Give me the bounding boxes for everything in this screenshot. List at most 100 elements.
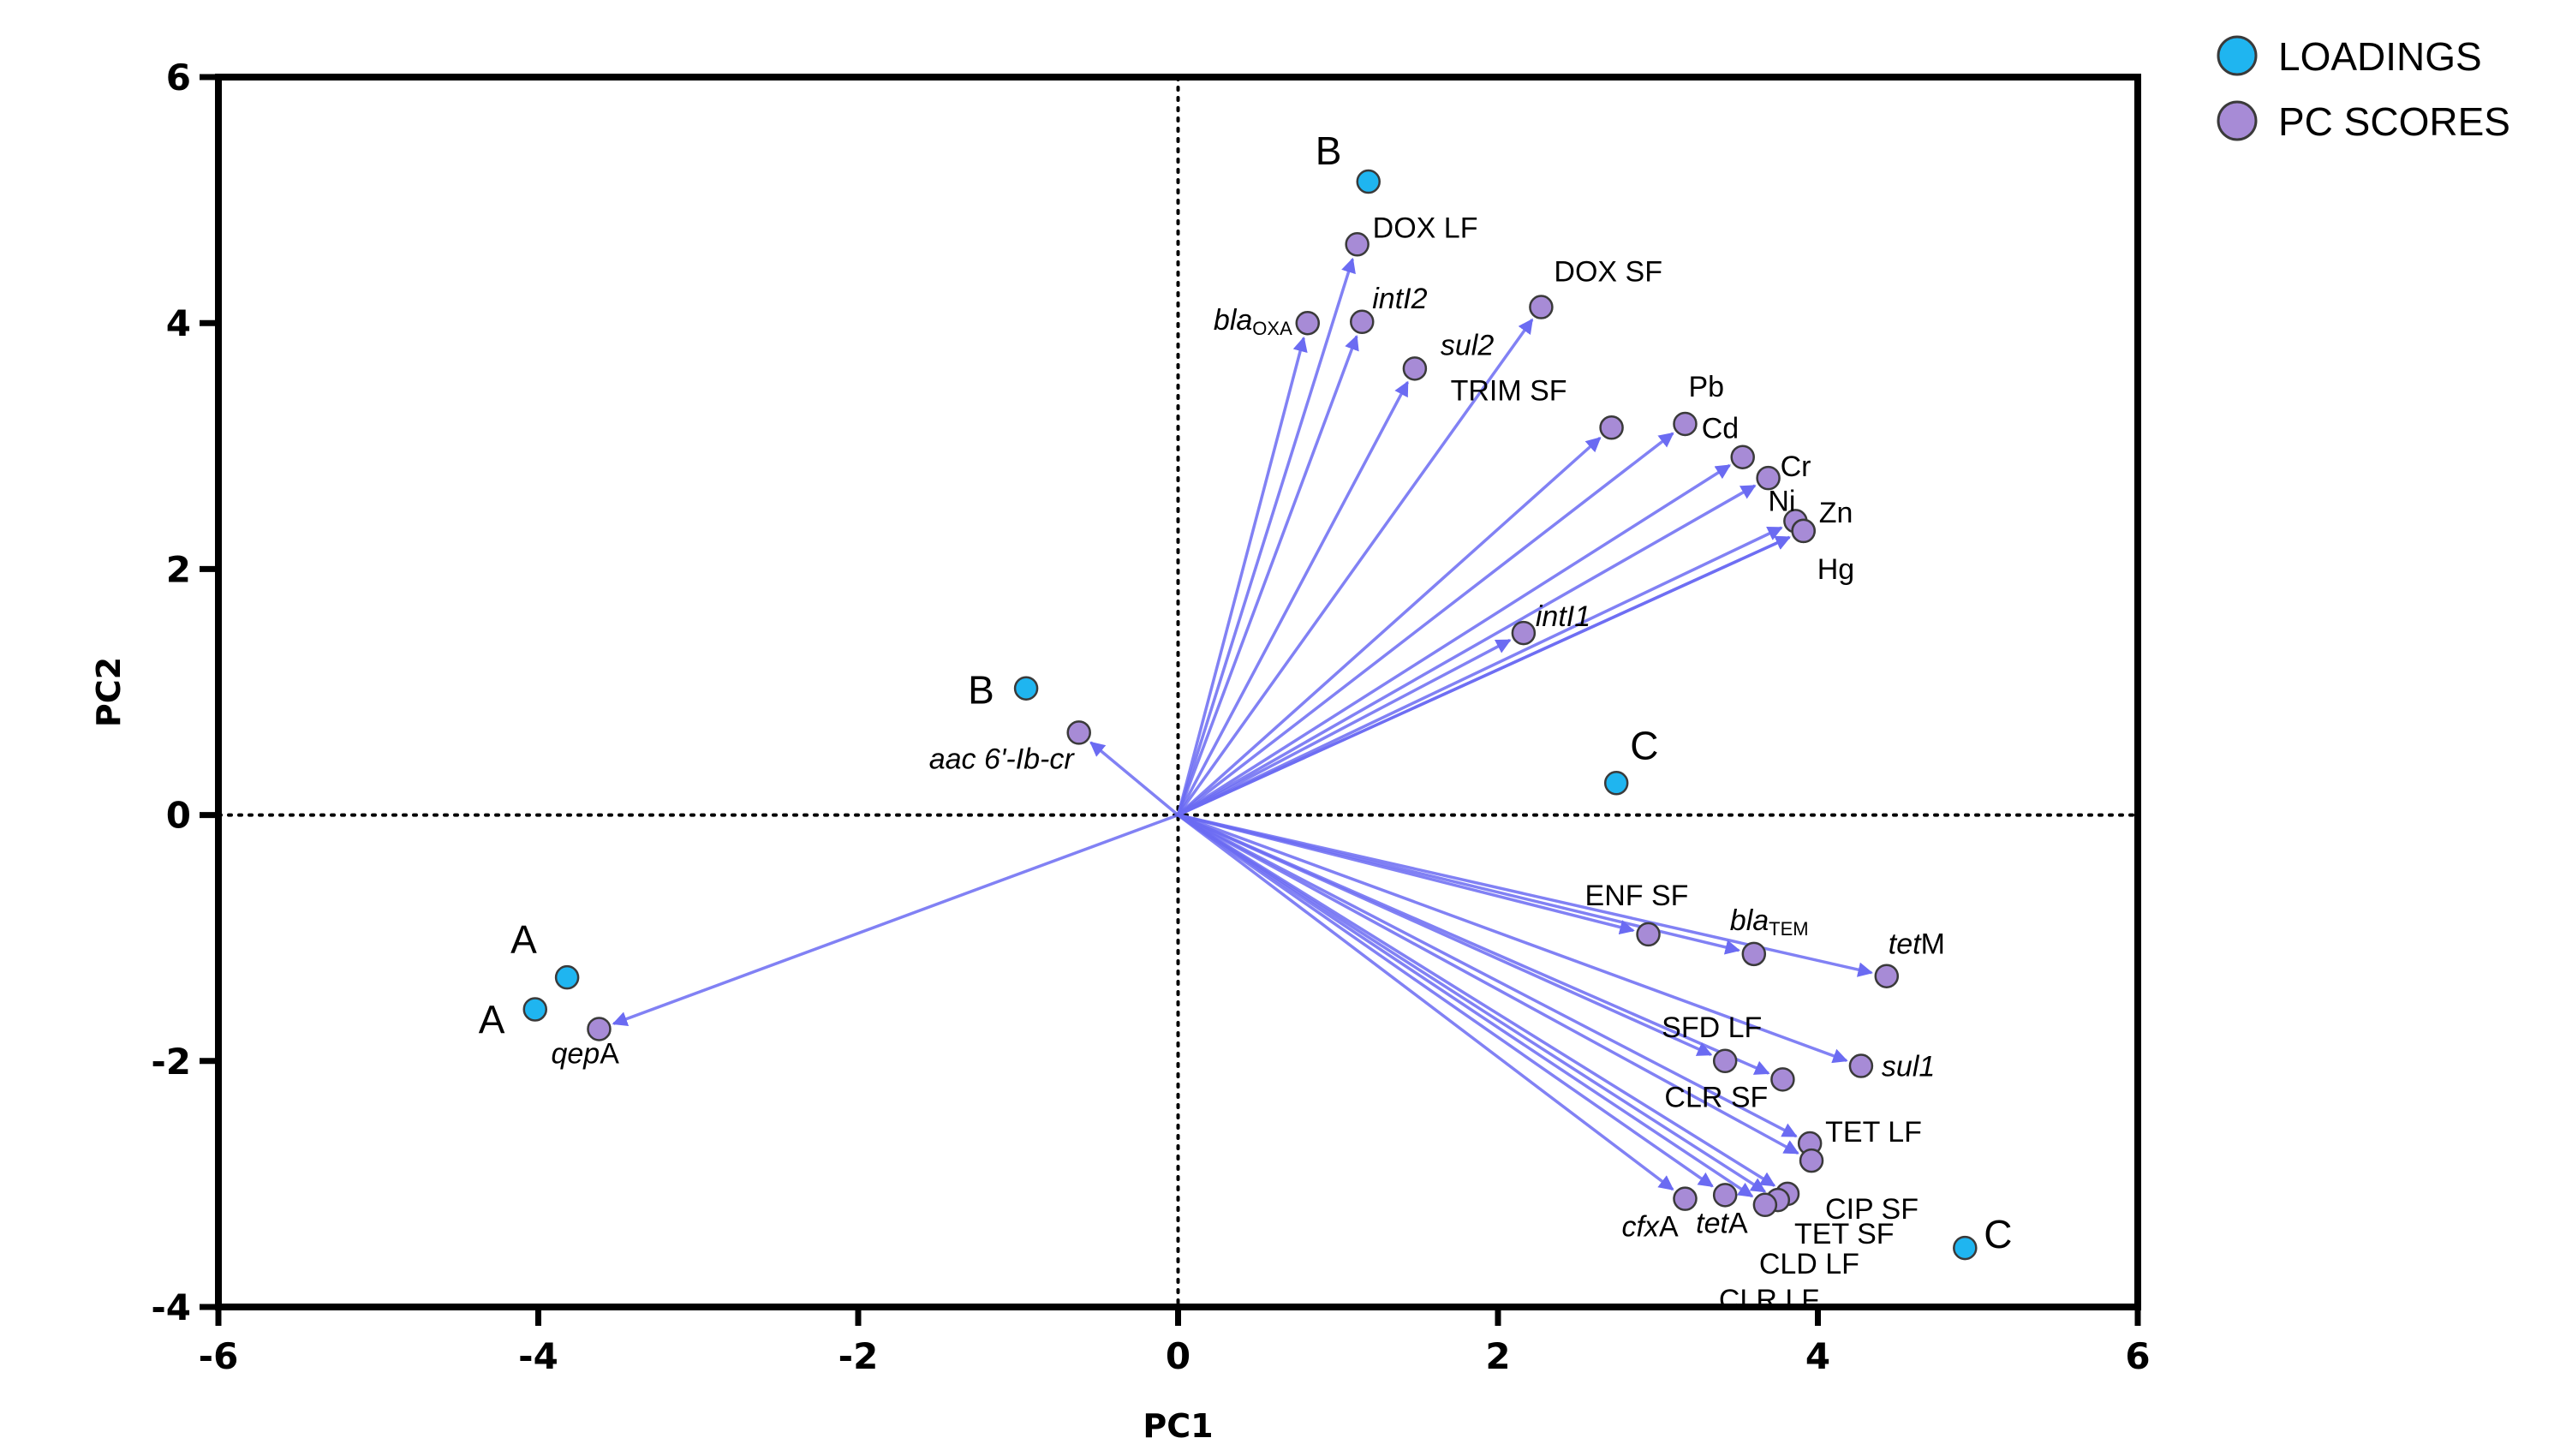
score-label: intI1 xyxy=(1536,600,1590,633)
legend-marker xyxy=(2217,100,2258,141)
score-arrow xyxy=(1177,432,1674,816)
score-point xyxy=(1874,964,1900,988)
y-tick-label: 2 xyxy=(166,548,191,590)
score-label: Cd xyxy=(1702,413,1739,445)
score-label-plain-part: M xyxy=(1921,928,1945,961)
score-arrow xyxy=(1176,380,1410,816)
score-arrow xyxy=(1089,741,1179,816)
score-point xyxy=(1402,356,1428,381)
score-label: Hg xyxy=(1817,553,1854,586)
loading-label: C xyxy=(1984,1212,2012,1256)
score-label-italic-part: tet xyxy=(1696,1207,1729,1239)
score-arrow xyxy=(612,813,1179,1026)
score-point xyxy=(1511,620,1537,646)
score-point xyxy=(1756,465,1781,491)
score-label: Pb xyxy=(1688,371,1724,403)
score-point xyxy=(1712,1183,1738,1208)
x-tick-label: 6 xyxy=(2125,1335,2150,1377)
score-arrow xyxy=(1177,814,1799,1155)
score-label-plain-part: A xyxy=(600,1037,619,1070)
score-arrow xyxy=(1177,638,1512,817)
score-point xyxy=(1730,445,1755,469)
score-label: blaOXA xyxy=(1214,304,1292,339)
score-point xyxy=(1636,922,1661,947)
score-label: Zn xyxy=(1819,497,1853,529)
loading-label: B xyxy=(968,668,994,713)
legend-marker xyxy=(2217,35,2258,76)
score-point xyxy=(1752,1192,1778,1218)
score-arrow xyxy=(1176,336,1308,816)
score-label: Cr xyxy=(1781,451,1811,483)
score-point xyxy=(1712,1048,1738,1074)
x-axis-title: PC1 xyxy=(1143,1407,1213,1445)
score-arrow xyxy=(1176,334,1359,816)
data-points xyxy=(522,169,1978,1261)
y-axis-title: PC2 xyxy=(90,657,128,727)
score-point xyxy=(1295,310,1321,336)
score-label-main: bla xyxy=(1730,904,1769,937)
score-point xyxy=(1799,1148,1824,1173)
score-point xyxy=(1791,518,1816,544)
score-arrow xyxy=(1177,526,1783,817)
loading-label: A xyxy=(479,997,505,1041)
score-arrow xyxy=(1177,814,1674,1191)
score-point xyxy=(1741,941,1767,967)
y-tick-label: 4 xyxy=(166,302,191,344)
y-tick-label: 6 xyxy=(166,57,191,98)
score-label: CIP SF xyxy=(1825,1193,1919,1226)
score-label: blaTEM xyxy=(1730,904,1809,940)
loading-point xyxy=(1356,169,1381,194)
loading-point xyxy=(522,997,548,1022)
legend-label: PC SCORES xyxy=(2278,99,2510,144)
loading-label: A xyxy=(510,917,537,962)
score-arrow xyxy=(1177,813,1770,1075)
score-arrow xyxy=(1177,814,1767,1193)
score-label: sul2 xyxy=(1441,329,1494,361)
score-label: aac 6'-Ib-cr xyxy=(929,743,1076,775)
score-label-plain-part: A xyxy=(1659,1211,1679,1244)
score-label: TRIM SF xyxy=(1451,374,1567,407)
score-arrow xyxy=(1177,814,1798,1138)
score-point xyxy=(1770,1067,1795,1092)
score-label: TET LF xyxy=(1825,1116,1922,1149)
x-tick-label: -6 xyxy=(199,1335,239,1377)
score-label: DOX SF xyxy=(1554,256,1662,289)
x-tick-label: -2 xyxy=(838,1335,879,1377)
score-label-sub: OXA xyxy=(1252,318,1292,339)
score-arrows xyxy=(612,257,1873,1198)
score-point xyxy=(1529,295,1554,319)
y-tick-label: 0 xyxy=(166,795,191,837)
legend: LOADINGS PC SCORES xyxy=(2217,34,2510,144)
score-label: ENF SF xyxy=(1585,880,1689,912)
x-tick-label: 0 xyxy=(1166,1335,1191,1377)
score-point xyxy=(1345,232,1370,257)
x-tick-label: 4 xyxy=(1805,1335,1830,1377)
score-arrow xyxy=(1177,463,1732,817)
score-label-sub: TEM xyxy=(1769,918,1808,940)
score-label-main: bla xyxy=(1214,304,1252,337)
loading-label: C xyxy=(1630,723,1658,767)
score-label: tetA xyxy=(1696,1207,1748,1239)
score-arrow xyxy=(1177,814,1776,1187)
score-label: CLR LF xyxy=(1719,1284,1819,1316)
score-label: tetM xyxy=(1889,928,1945,961)
score-arrow xyxy=(1177,535,1791,817)
score-point xyxy=(1673,1186,1698,1211)
score-label: cfxA xyxy=(1621,1211,1678,1244)
score-label: Ni xyxy=(1768,485,1795,517)
score-arrow xyxy=(1177,813,1848,1064)
y-tick-label: -2 xyxy=(151,1041,191,1083)
legend-label: LOADINGS xyxy=(2278,34,2482,79)
score-label: qepA xyxy=(551,1037,619,1070)
score-point xyxy=(587,1017,612,1041)
score-point xyxy=(1350,309,1375,335)
loading-point xyxy=(1603,771,1629,796)
score-arrow xyxy=(1177,484,1757,817)
score-arrow xyxy=(1177,814,1754,1198)
score-arrow xyxy=(1177,814,1714,1188)
score-point xyxy=(1599,415,1624,440)
score-label-italic-part: cfx xyxy=(1621,1211,1659,1244)
score-label-plain-part: A xyxy=(1728,1207,1748,1239)
